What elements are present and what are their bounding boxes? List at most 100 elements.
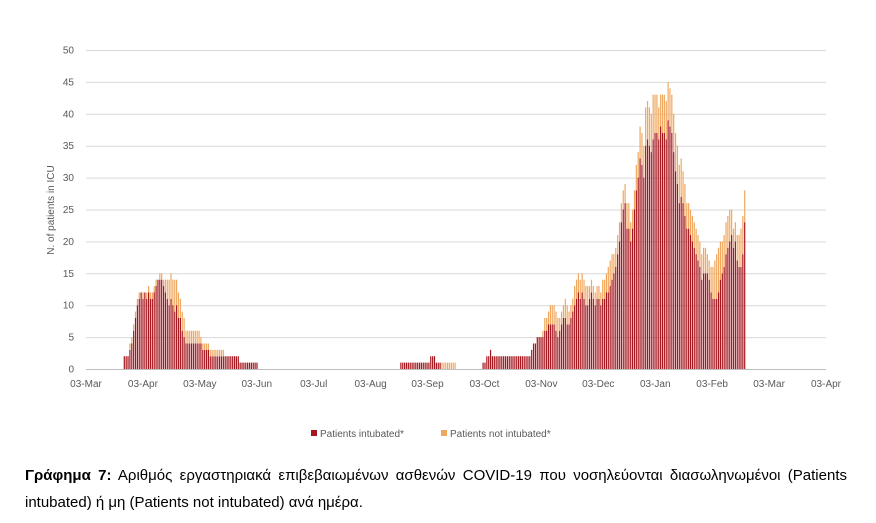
bar-intubated bbox=[697, 260, 699, 369]
bar-not-intubated bbox=[727, 215, 729, 248]
bar-not-intubated bbox=[177, 292, 180, 318]
bar-not-intubated bbox=[590, 279, 593, 293]
bar-intubated bbox=[247, 362, 249, 369]
bar-intubated bbox=[564, 317, 566, 369]
bar-intubated bbox=[704, 273, 707, 369]
y-tick-label: 5 bbox=[68, 333, 74, 344]
bar-not-intubated bbox=[729, 209, 731, 242]
bar-not-intubated bbox=[181, 311, 183, 331]
y-tick-label: 0 bbox=[68, 365, 74, 376]
bar-not-intubated bbox=[129, 343, 131, 350]
bar-not-intubated bbox=[564, 298, 566, 318]
bar-intubated bbox=[717, 292, 720, 369]
bar-intubated bbox=[531, 349, 533, 369]
bar-intubated bbox=[196, 343, 198, 369]
y-tick-label: 20 bbox=[63, 237, 75, 248]
bar-intubated bbox=[716, 298, 718, 369]
bar-intubated bbox=[256, 362, 258, 369]
bar-intubated bbox=[484, 362, 486, 369]
bar-intubated bbox=[237, 356, 239, 369]
bar-not-intubated bbox=[620, 203, 622, 223]
bar-intubated bbox=[701, 279, 703, 369]
bar-intubated bbox=[495, 356, 497, 369]
bar-intubated bbox=[134, 317, 137, 369]
bar-not-intubated bbox=[149, 292, 152, 299]
bar-not-intubated bbox=[146, 292, 148, 299]
y-axis-title: N. of patients in ICU bbox=[46, 165, 57, 254]
bar-intubated bbox=[140, 292, 142, 369]
bar-intubated bbox=[684, 215, 686, 369]
bar-not-intubated bbox=[654, 94, 656, 133]
bar-not-intubated bbox=[211, 349, 213, 357]
bar-intubated bbox=[428, 362, 430, 369]
bar-intubated bbox=[149, 298, 152, 369]
bar-intubated bbox=[232, 356, 234, 369]
bar-intubated bbox=[532, 343, 535, 369]
bar-not-intubated bbox=[717, 247, 720, 293]
bar-intubated bbox=[686, 228, 688, 369]
bar-intubated bbox=[519, 356, 522, 369]
bar-not-intubated bbox=[652, 94, 654, 140]
x-tick-label: 03-Apr bbox=[811, 379, 842, 390]
bar-intubated bbox=[680, 196, 682, 369]
bar-not-intubated bbox=[678, 164, 680, 204]
bar-not-intubated bbox=[592, 286, 594, 299]
bar-intubated bbox=[560, 324, 563, 369]
bar-intubated bbox=[435, 362, 437, 369]
bar-not-intubated bbox=[697, 235, 699, 261]
bar-not-intubated bbox=[187, 330, 189, 344]
bar-intubated bbox=[252, 362, 254, 369]
bar-intubated bbox=[714, 298, 716, 369]
bar-intubated bbox=[637, 177, 639, 369]
bar-not-intubated bbox=[568, 311, 570, 325]
bar-intubated bbox=[570, 317, 572, 369]
bar-intubated bbox=[245, 362, 247, 369]
bar-not-intubated bbox=[131, 337, 133, 344]
bar-not-intubated bbox=[162, 279, 165, 287]
bar-not-intubated bbox=[172, 279, 174, 306]
bar-intubated bbox=[508, 356, 510, 369]
bar-intubated bbox=[654, 132, 656, 369]
bar-intubated bbox=[491, 356, 494, 369]
bar-not-intubated bbox=[648, 107, 651, 146]
bar-intubated bbox=[422, 362, 424, 369]
bar-intubated bbox=[488, 356, 490, 369]
bar-not-intubated bbox=[445, 362, 447, 369]
bar-not-intubated bbox=[217, 349, 219, 357]
bar-not-intubated bbox=[626, 203, 628, 229]
bar-intubated bbox=[603, 298, 606, 369]
bar-not-intubated bbox=[615, 247, 617, 267]
bar-intubated bbox=[630, 241, 632, 369]
bar-intubated bbox=[669, 126, 671, 369]
bar-intubated bbox=[605, 292, 608, 369]
bar-intubated bbox=[409, 362, 411, 369]
bar-intubated bbox=[600, 305, 602, 369]
bar-intubated bbox=[181, 330, 183, 369]
bar-not-intubated bbox=[607, 266, 609, 293]
bar-intubated bbox=[248, 362, 251, 369]
bar-intubated bbox=[506, 356, 508, 369]
bar-not-intubated bbox=[215, 349, 217, 357]
bar-not-intubated bbox=[618, 222, 621, 242]
bar-intubated bbox=[220, 356, 223, 369]
x-tick-label: 03-Apr bbox=[128, 379, 159, 390]
bar-not-intubated bbox=[209, 349, 211, 357]
bar-intubated bbox=[254, 362, 256, 369]
bar-not-intubated bbox=[725, 222, 727, 255]
bar-intubated bbox=[215, 356, 217, 369]
bar-not-intubated bbox=[549, 305, 551, 325]
bar-not-intubated bbox=[155, 279, 157, 287]
bar-not-intubated bbox=[641, 132, 643, 165]
bar-intubated bbox=[235, 356, 238, 369]
bar-intubated bbox=[420, 362, 423, 369]
bar-not-intubated bbox=[695, 228, 697, 255]
bar-intubated bbox=[176, 305, 178, 369]
bar-intubated bbox=[732, 247, 735, 369]
bar-intubated bbox=[213, 356, 215, 369]
bar-not-intubated bbox=[443, 362, 445, 369]
bar-intubated bbox=[639, 158, 641, 369]
bar-not-intubated bbox=[553, 305, 555, 325]
bar-intubated bbox=[645, 145, 647, 369]
bar-not-intubated bbox=[704, 247, 707, 274]
bar-intubated bbox=[418, 362, 421, 369]
